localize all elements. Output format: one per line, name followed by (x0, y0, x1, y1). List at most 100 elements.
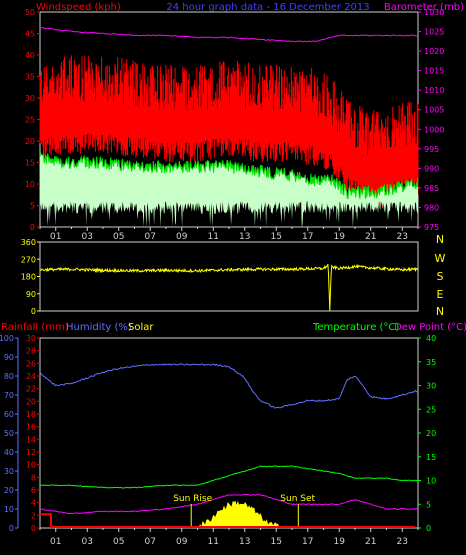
y-tick-label: 20 (26, 397, 36, 406)
y-tick-label: 985 (424, 184, 439, 193)
x-tick-label: 15 (271, 232, 282, 242)
wind-average-line (39, 152, 419, 200)
compass-label: W (435, 252, 446, 265)
y-tick-label: 10 (25, 180, 35, 189)
y-tick-label: 35 (25, 73, 35, 82)
y-tick-label: 1010 (424, 86, 444, 95)
y-tick-label: 25 (25, 116, 35, 125)
humidity-axis-label: Humidity (%) (66, 322, 132, 333)
y-tick-label: 360 (21, 238, 36, 247)
y-tick-label: 28 (26, 347, 36, 356)
barometer-line (39, 27, 418, 43)
y-tick-label: 15 (426, 453, 436, 462)
x-tick-label: 09 (176, 232, 188, 242)
y-tick-label: 1020 (424, 47, 444, 56)
y-tick-label: 25 (426, 405, 436, 414)
x-tick-label: 11 (208, 537, 219, 547)
y-tick-label: 40 (4, 448, 14, 457)
x-tick-label: 03 (82, 537, 93, 547)
x-axis-top: 01 03 05 07 09 11 13 15 17 19 21 23 (39, 227, 419, 242)
y-tick-label: 45 (25, 30, 35, 39)
y-tick-label: 2 (31, 511, 36, 520)
y-tick-label: 1005 (424, 106, 444, 115)
y-tick-label: 10 (26, 461, 36, 470)
y-tick-label: 20 (25, 137, 35, 146)
solar-axis-label: Solar (128, 322, 154, 333)
y-tick-label: 0 (31, 307, 36, 316)
y-tick-label: 1015 (424, 67, 444, 76)
y-tick-label: 10 (4, 505, 14, 514)
sunrise-label: Sun Rise (173, 494, 212, 504)
x-tick-label: 07 (145, 232, 156, 242)
y-tick-label: 5 (426, 500, 431, 509)
y-tick-label: 4 (31, 499, 36, 508)
y-tick-label: 0 (9, 524, 14, 533)
x-tick-label: 23 (397, 537, 408, 547)
y-tick-label: 30 (26, 334, 36, 343)
compass-label: N (436, 305, 444, 318)
x-tick-label: 15 (271, 537, 282, 547)
y-tick-label: 990 (424, 164, 439, 173)
y-tick-label: 0 (426, 524, 431, 533)
y-tick-label: 14 (26, 435, 36, 444)
x-tick-label: 21 (365, 537, 376, 547)
y-tick-label: 26 (26, 359, 36, 368)
y-tick-label: 0 (31, 524, 36, 533)
y-tick-label: 18 (26, 410, 36, 419)
y-tick-label: 20 (426, 429, 436, 438)
y-tick-label: 24 (26, 372, 36, 381)
x-tick-label: 01 (50, 537, 61, 547)
y-tick-label: 22 (26, 385, 36, 394)
windspeed-axis-label: Windspeed (kph) (36, 2, 121, 13)
temperature-axis-right: 0 5 10 15 20 25 30 35 40 (418, 334, 436, 533)
x-tick-label: 03 (82, 232, 93, 242)
y-tick-label: 30 (25, 94, 35, 103)
chart-title: 24 hour graph data - 16 December 2013 (166, 2, 369, 13)
x-tick-label: 17 (302, 537, 313, 547)
y-tick-label: 1030 (424, 8, 444, 17)
dewpoint-line (39, 493, 419, 515)
direction-axis-left: 0 90 180 270 360 (21, 238, 40, 316)
y-tick-label: 1025 (424, 28, 444, 37)
y-tick-label: 30 (4, 467, 14, 476)
x-tick-label: 23 (397, 232, 408, 242)
rainfall-axis-label: Rainfall (mm) (1, 322, 69, 333)
y-tick-label: 50 (4, 429, 14, 438)
wind-direction-trace (39, 263, 419, 312)
x-tick-label: 05 (113, 232, 124, 242)
y-tick-label: 100 (0, 334, 14, 343)
x-tick-label: 09 (176, 537, 188, 547)
y-tick-label: 8 (31, 473, 36, 482)
dewpoint-axis-label: Dew Point (°C) (394, 322, 466, 333)
y-tick-label: 90 (4, 353, 14, 362)
y-tick-label: 20 (4, 486, 14, 495)
barometer-axis-label: Barometer (mb) (384, 2, 464, 13)
y-tick-label: 12 (26, 448, 36, 457)
humidity-axis-left: 0 10 20 30 40 50 60 70 80 90 100 (0, 334, 19, 533)
wind-axis-left: 0 5 10 15 20 25 30 35 40 45 50 (25, 8, 40, 232)
x-tick-label: 19 (334, 537, 346, 547)
x-tick-label: 13 (239, 537, 250, 547)
y-tick-label: 6 (31, 486, 36, 495)
x-tick-label: 19 (334, 232, 346, 242)
y-tick-label: 70 (4, 391, 14, 400)
y-tick-label: 10 (426, 477, 436, 486)
humidity-line (39, 363, 419, 409)
y-tick-label: 975 (424, 223, 439, 232)
compass-label: N (436, 233, 444, 246)
solar-fill (40, 500, 418, 528)
x-tick-label: 21 (365, 232, 376, 242)
y-tick-label: 15 (25, 159, 35, 168)
y-tick-label: 40 (426, 334, 436, 343)
compass-label: S (437, 270, 444, 283)
x-tick-label: 17 (302, 232, 313, 242)
x-tick-label: 05 (113, 537, 124, 547)
y-tick-label: 180 (21, 273, 36, 282)
y-tick-label: 0 (30, 223, 35, 232)
